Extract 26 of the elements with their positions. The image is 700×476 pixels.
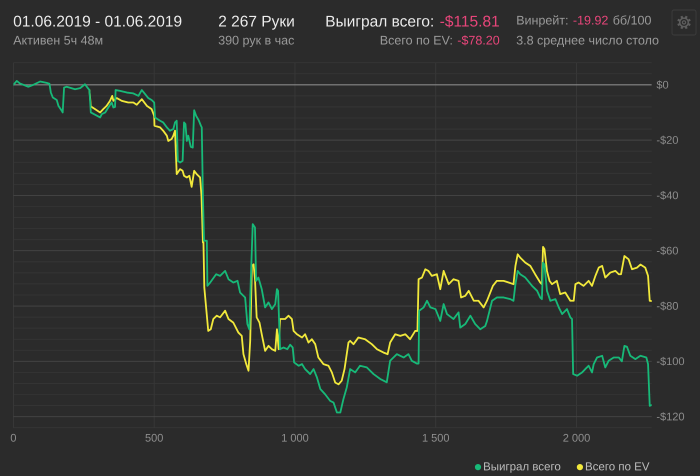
y-tick-label: -$20: [656, 136, 678, 145]
text: 3.8 среднее число столо: [516, 36, 658, 48]
legend-label: Выиграл всего: [484, 462, 560, 473]
text: 390 рук в час: [218, 36, 294, 48]
x-tick-label: 2 000: [563, 434, 590, 442]
text: Выиграл всего:: [326, 16, 433, 30]
text: Всего по EV:: [380, 36, 452, 45]
x-tick-label: 0: [10, 434, 16, 442]
text: 2 267 Руки: [218, 16, 294, 30]
x-tick-label: 500: [145, 434, 163, 442]
text: бб/100: [614, 15, 651, 25]
y-tick-label: -$100: [656, 356, 684, 366]
y-tick-label: -$60: [656, 246, 678, 256]
chart-subtitle: Активен 5ч 48м: [13, 36, 102, 45]
y-tick-label: -$120: [656, 412, 684, 422]
text: Винрейт:: [517, 15, 568, 28]
y-tick-label: -$40: [656, 190, 678, 200]
y-tick-label: -$80: [656, 302, 678, 310]
text: -19.92: [573, 16, 608, 25]
legend-label: Всего по EV: [586, 462, 650, 470]
text: -$78.20: [458, 35, 500, 46]
x-tick-label: 1 000: [282, 434, 308, 442]
chart-title: 01.06.2019 - 01.06.2019: [14, 16, 182, 27]
x-tick-label: 1 500: [422, 434, 450, 442]
text: -$115.81: [440, 15, 499, 28]
y-tick-label: $0: [656, 80, 668, 90]
